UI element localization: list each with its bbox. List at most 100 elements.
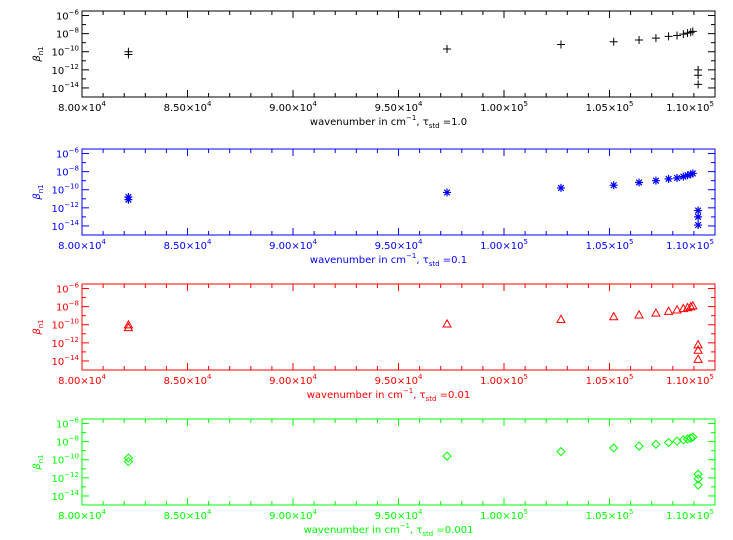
data-point-asterisk — [556, 183, 565, 192]
data-point-plus — [556, 40, 565, 49]
data-point-diamond — [123, 453, 134, 463]
y-tick-label: 10−6 — [56, 9, 80, 23]
data-point-triangle — [693, 354, 703, 363]
data-point-plus — [443, 45, 452, 54]
plot-frame — [81, 10, 716, 98]
data-point-diamond — [688, 432, 698, 442]
data-point-triangle — [123, 319, 134, 329]
y-tick-label: 10−12 — [51, 63, 79, 77]
data-point-diamond — [693, 474, 703, 484]
plot-frame — [81, 418, 716, 506]
plot-frame — [81, 148, 716, 236]
data-point-plus — [124, 50, 133, 59]
data-point-triangle — [693, 339, 703, 349]
data-point-asterisk — [688, 169, 697, 178]
x-tick-label: 1.05×105 — [586, 238, 634, 252]
panel-1: 8.00×104 8.50×104 9.00×104 9.50×104 1.00×105… — [32, 9, 716, 130]
y-tick-label: 10−10 — [51, 45, 79, 59]
x-tick-label: 8.50×104 — [164, 100, 212, 114]
x-tick-label: 8.00×104 — [58, 238, 106, 252]
data-point-asterisk — [686, 170, 695, 179]
x-tick-label: 8.50×104 — [164, 238, 212, 252]
data-point-triangle — [687, 300, 698, 310]
data-point-diamond — [556, 446, 566, 457]
x-axis-label: wavenumber in cm−1, τstd =1.0 — [310, 114, 467, 130]
x-tick-label: 1.10×105 — [666, 373, 714, 387]
data-point-diamond — [686, 433, 696, 443]
data-point-asterisk — [124, 195, 133, 204]
data-point-plus — [694, 71, 703, 80]
data-point-plus — [609, 37, 618, 46]
data-point-asterisk — [673, 173, 682, 182]
x-tick-label: 8.00×104 — [58, 373, 106, 387]
data-point-plus — [688, 27, 697, 36]
data-point-triangle — [442, 318, 452, 328]
y-tick-label: 10−10 — [51, 183, 79, 197]
y-tick-label: 10−14 — [51, 219, 79, 233]
data-point-triangle — [608, 311, 619, 321]
data-point-diamond — [634, 441, 644, 451]
y-tick-label: 10−8 — [56, 435, 79, 449]
panel-3: 8.00×104 8.50×104 9.00×104 9.50×104 1.00×105… — [32, 282, 716, 403]
x-axis-label: wavenumber in cm−1, τstd =0.01 — [307, 387, 471, 403]
y-tick-label: 10−10 — [51, 318, 79, 332]
x-tick-label: 8.50×104 — [164, 373, 212, 387]
y-tick-label: 10−6 — [56, 282, 80, 296]
data-point-asterisk — [664, 174, 673, 183]
data-point-asterisk — [635, 178, 644, 187]
data-point-triangle — [556, 314, 566, 324]
data-point-asterisk — [443, 188, 452, 197]
x-tick-label: 1.10×105 — [666, 508, 714, 522]
y-tick-label: 10−14 — [51, 489, 79, 503]
y-tick-label: 10−8 — [56, 300, 79, 314]
x-tick-label: 9.50×104 — [375, 373, 423, 387]
data-point-diamond — [693, 469, 703, 479]
x-tick-label: 1.00×105 — [480, 373, 528, 387]
y-tick-label: 10−12 — [51, 201, 79, 215]
y-tick-label: 10−14 — [51, 81, 79, 95]
x-tick-label: 1.05×105 — [586, 508, 634, 522]
x-tick-label: 9.00×104 — [269, 373, 317, 387]
y-axis-label: βn1 — [32, 184, 45, 200]
data-point-asterisk — [651, 176, 660, 185]
x-axis-label: wavenumber in cm−1, τstd =0.001 — [304, 522, 474, 538]
data-point-plus — [679, 30, 688, 39]
y-tick-label: 10−12 — [51, 336, 79, 350]
y-tick-label: 10−10 — [51, 453, 79, 467]
x-tick-label: 9.50×104 — [375, 100, 423, 114]
data-point-triangle — [651, 307, 661, 317]
x-tick-label: 9.00×104 — [269, 238, 317, 252]
data-point-triangle — [123, 322, 134, 332]
data-point-plus — [664, 32, 673, 41]
y-axis-label: βn1 — [32, 319, 45, 335]
data-point-triangle — [685, 301, 696, 311]
y-tick-label: 10−14 — [51, 354, 79, 368]
data-point-diamond — [678, 435, 689, 445]
plot-frame — [81, 283, 716, 371]
x-tick-label: 1.00×105 — [480, 508, 528, 522]
data-point-asterisk — [694, 206, 703, 215]
data-point-triangle — [693, 345, 703, 354]
data-point-diamond — [442, 451, 452, 461]
x-tick-label: 9.00×104 — [269, 508, 317, 522]
data-point-plus — [686, 28, 695, 37]
y-tick-label: 10−6 — [56, 417, 80, 431]
x-axis-label: wavenumber in cm−1, τstd =0.1 — [310, 252, 467, 268]
data-point-diamond — [682, 434, 693, 444]
y-tick-label: 10−12 — [51, 471, 79, 485]
data-point-plus — [673, 31, 682, 40]
data-point-diamond — [672, 436, 682, 446]
data-point-plus — [694, 80, 703, 89]
x-tick-label: 1.00×105 — [480, 100, 528, 114]
x-tick-label: 8.00×104 — [58, 508, 106, 522]
y-tick-label: 10−8 — [56, 27, 79, 41]
data-point-diamond — [609, 443, 619, 453]
x-tick-label: 8.50×104 — [164, 508, 212, 522]
y-axis-label: βn1 — [32, 46, 45, 62]
y-axis-label: βn1 — [32, 454, 45, 470]
x-tick-label: 9.50×104 — [375, 238, 423, 252]
data-point-triangle — [663, 306, 674, 315]
panel-4: 8.00×104 8.50×104 9.00×104 9.50×104 1.00×105… — [32, 417, 716, 538]
panel-2: 8.00×104 8.50×104 9.00×104 9.50×104 1.00×105… — [32, 147, 716, 268]
